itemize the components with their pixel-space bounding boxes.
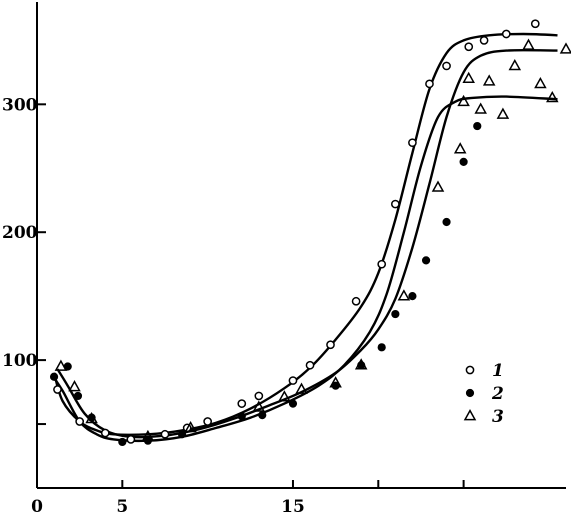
series-2-point [408,292,417,301]
series-3-point [68,380,81,392]
x-tick-label: 5 [116,497,128,515]
series-1-point [53,385,62,394]
series-3-point [482,74,496,86]
series-1-point [377,259,387,269]
series-3-point [546,90,559,103]
legend-label-3: 3 [492,407,504,427]
legend-marker-3 [463,409,477,421]
series-1-point [305,360,315,370]
y-tick-label: 200 [2,223,38,243]
series-1-point [425,79,434,89]
series-3-point [85,411,98,424]
series-3-point [534,76,547,89]
y-tick-label: 300 [2,95,38,115]
ticks-layer: 0 5 15 100 200 300 [2,95,465,515]
series-3-point [141,429,155,442]
series-1-point [408,138,417,148]
series-1-point [326,340,335,350]
series-3-point [496,107,510,119]
series-1-point [391,199,400,209]
series-1-curve [52,32,558,436]
series-2-point [421,256,431,265]
series-2-point [288,399,298,408]
series-3-point [354,358,368,370]
points-layer [49,19,571,447]
series-2-point [258,411,267,420]
series-2-point [118,437,127,447]
series-3-point [559,42,571,54]
series-2-point [237,412,246,421]
series-1-point [464,42,474,52]
series-3-point [431,180,445,192]
series-2-point [391,309,400,319]
y-tick-label: 100 [2,351,38,371]
series-1-point [237,399,247,408]
series-1-point [254,391,264,401]
legend-marker-1 [465,365,475,375]
series-2-point [49,372,59,381]
series-1-point [288,376,298,385]
series-2-point [459,157,468,166]
series-1-point [126,435,136,444]
series-3-point [295,382,308,394]
series-3-point [329,376,342,388]
legend: 1 2 3 [463,361,504,427]
series-2-point [177,430,187,439]
series-2-point [473,121,482,131]
series-3-curve [56,49,558,439]
series-1-point [442,61,451,71]
series-1-point [479,36,489,45]
series-3-point [54,359,68,371]
series-3-point [522,38,535,50]
series-3-point [462,71,475,84]
series-1-point [351,296,361,306]
series-1-point [530,19,540,29]
series-1-point [160,429,170,439]
series-1-point [501,29,511,39]
series-3-point [474,102,487,114]
legend-label-1: 1 [492,361,504,381]
series-1-point [100,428,110,438]
series-1-point [75,417,85,426]
series-3-point [457,94,470,107]
series-3-point [184,420,197,433]
series-2-point [73,391,83,401]
series-3-point [252,400,266,412]
series-3-point [278,390,291,402]
x-tick-label: 0 [31,497,43,515]
series-3-point [397,289,411,301]
series-3-point [453,142,467,154]
series-1-point [203,417,212,426]
series-2-point [377,343,386,352]
x-tick-label: 15 [281,497,305,515]
series-3-point [508,58,522,71]
series-2-point [442,217,451,227]
curves-layer [52,32,558,443]
legend-marker-2 [465,388,475,398]
legend-label-2: 2 [491,384,504,404]
